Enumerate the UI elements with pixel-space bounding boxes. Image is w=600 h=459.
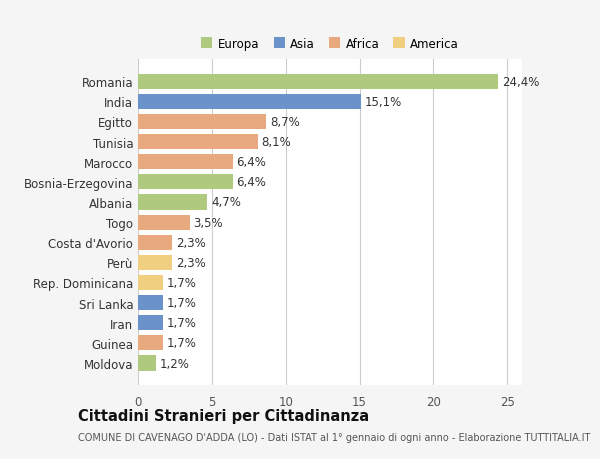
Text: 1,7%: 1,7% (167, 336, 197, 350)
Text: 6,4%: 6,4% (236, 156, 266, 169)
Bar (138, 215, 190, 230)
Bar (138, 195, 208, 210)
Bar (138, 95, 361, 110)
Text: 15,1%: 15,1% (365, 95, 402, 109)
Bar (138, 115, 266, 130)
Text: 1,7%: 1,7% (167, 317, 197, 330)
Text: 8,1%: 8,1% (262, 136, 291, 149)
Bar (138, 235, 172, 250)
Legend: Europa, Asia, Africa, America: Europa, Asia, Africa, America (197, 33, 463, 56)
Text: 1,7%: 1,7% (167, 276, 197, 289)
Text: 4,7%: 4,7% (211, 196, 241, 209)
Bar (138, 155, 233, 170)
Bar (138, 336, 163, 351)
Bar (138, 175, 233, 190)
Text: 2,3%: 2,3% (176, 236, 205, 249)
Text: 3,5%: 3,5% (193, 216, 223, 229)
Text: 8,7%: 8,7% (270, 116, 300, 129)
Bar (138, 315, 163, 330)
Bar (138, 275, 163, 291)
Bar (138, 356, 156, 371)
Bar (138, 296, 163, 310)
Bar (138, 74, 499, 90)
Bar (138, 135, 257, 150)
Text: Cittadini Stranieri per Cittadinanza: Cittadini Stranieri per Cittadinanza (78, 408, 369, 423)
Text: 24,4%: 24,4% (502, 76, 539, 89)
Text: 1,2%: 1,2% (160, 357, 189, 369)
Text: 2,3%: 2,3% (176, 256, 205, 269)
Text: 1,7%: 1,7% (167, 297, 197, 309)
Bar (138, 255, 172, 270)
Text: COMUNE DI CAVENAGO D'ADDA (LO) - Dati ISTAT al 1° gennaio di ogni anno - Elabora: COMUNE DI CAVENAGO D'ADDA (LO) - Dati IS… (78, 432, 590, 442)
Text: 6,4%: 6,4% (236, 176, 266, 189)
